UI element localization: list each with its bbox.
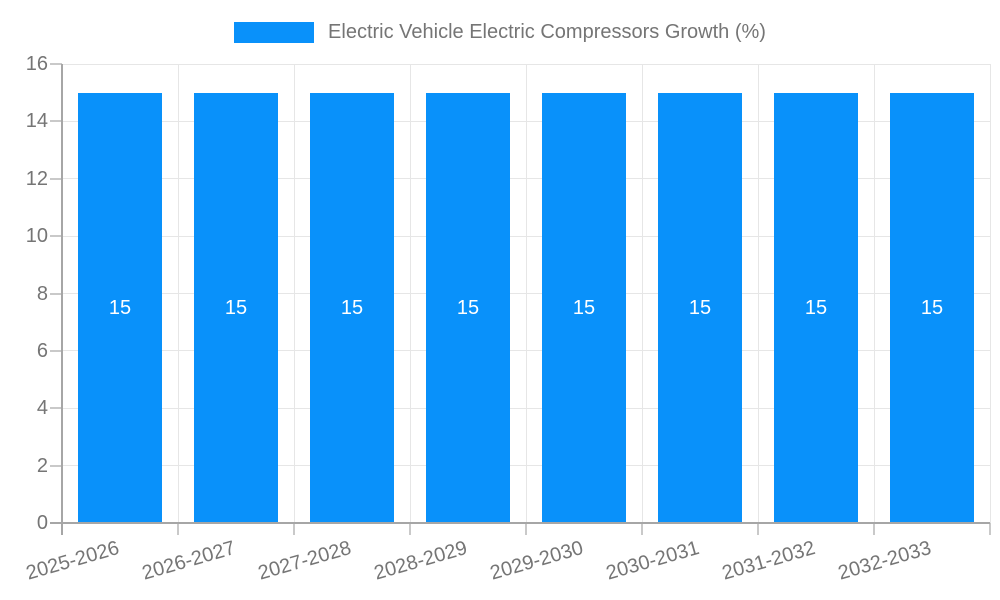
gridline-vertical: [525, 64, 527, 523]
legend-label: Electric Vehicle Electric Compressors Gr…: [328, 21, 766, 43]
x-axis-tick-mark: [757, 523, 759, 535]
bar: [310, 92, 394, 523]
x-axis-tick-mark: [525, 523, 527, 535]
bar-value-label: 15: [456, 296, 480, 319]
x-tick-label: 2032-2033: [836, 537, 935, 585]
x-tick-label: 2026-2027: [140, 537, 239, 585]
legend: Electric Vehicle Electric Compressors Gr…: [0, 21, 1000, 44]
y-axis-tick-mark: [50, 464, 62, 467]
y-axis-tick-mark: [50, 235, 62, 238]
bar: [78, 92, 162, 523]
bar-value-label: 15: [340, 296, 364, 319]
gridline-vertical: [757, 64, 759, 523]
y-tick-label: 0: [36, 512, 48, 534]
bar-value-label: 15: [688, 296, 712, 319]
y-tick-label: 10: [25, 225, 48, 248]
x-axis-tick-mark: [873, 523, 875, 535]
y-tick-label: 4: [36, 397, 48, 420]
bar: [890, 92, 974, 523]
x-axis-tick-mark: [641, 523, 643, 535]
x-axis-line: [50, 522, 990, 524]
bar: [774, 92, 858, 523]
bar: [658, 92, 742, 523]
bar-value-label: 15: [572, 296, 596, 319]
gridline-vertical: [989, 64, 991, 523]
x-tick-label: 2027-2028: [256, 537, 355, 585]
x-axis-tick-mark: [177, 523, 179, 535]
y-tick-label: 2: [36, 454, 48, 477]
gridline-vertical: [641, 64, 643, 523]
y-axis-tick-mark: [50, 120, 62, 123]
gridline-vertical: [873, 64, 875, 523]
bar-value-label: 15: [920, 296, 944, 319]
y-axis-tick-mark: [50, 292, 62, 295]
bar-value-label: 15: [108, 296, 132, 319]
y-tick-label: 6: [36, 339, 48, 362]
x-axis-tick-mark: [293, 523, 295, 535]
y-tick-label: 12: [25, 167, 48, 190]
bar-value-label: 15: [804, 296, 828, 319]
x-tick-label: 2028-2029: [372, 537, 471, 585]
legend-swatch: [234, 22, 315, 43]
y-axis-tick-mark: [50, 177, 62, 180]
x-tick-label: 2029-2030: [488, 537, 587, 585]
x-axis-tick-mark: [989, 523, 991, 535]
y-axis-tick-mark: [50, 407, 62, 410]
x-tick-label: 2031-2032: [720, 537, 819, 585]
y-tick-label: 8: [36, 282, 48, 305]
y-tick-label: 16: [25, 53, 48, 75]
y-tick-label: 14: [25, 110, 48, 133]
bar: [426, 92, 510, 523]
x-tick-label: 2025-2026: [24, 537, 123, 585]
gridline-vertical: [293, 64, 295, 523]
bar: [542, 92, 626, 523]
y-axis-tick-mark: [50, 63, 62, 65]
x-axis-tick-mark: [409, 523, 411, 535]
gridline-vertical: [177, 64, 179, 523]
bar: [194, 92, 278, 523]
gridline-vertical: [409, 64, 411, 523]
bar-value-label: 15: [224, 296, 248, 319]
x-tick-label: 2030-2031: [604, 537, 703, 585]
y-axis-tick-mark: [50, 349, 62, 352]
y-axis-line: [61, 64, 63, 535]
